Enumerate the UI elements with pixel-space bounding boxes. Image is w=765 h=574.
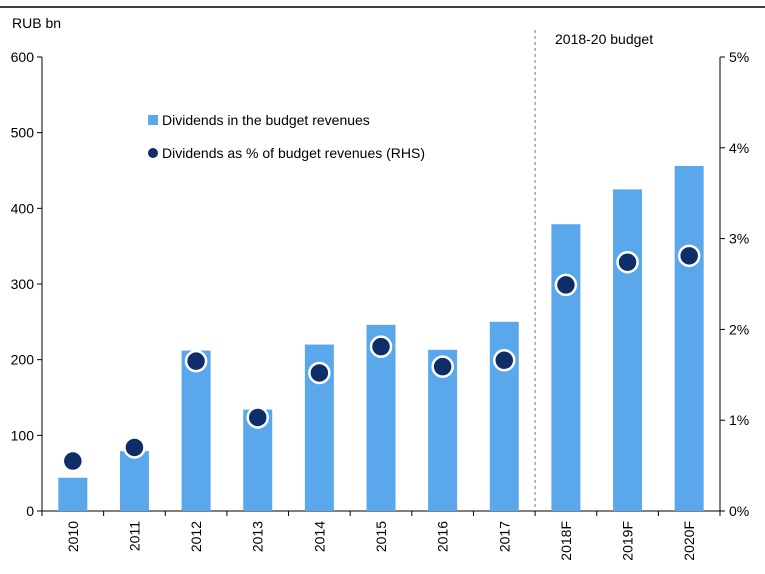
- right-tick-label: 0%: [729, 503, 749, 519]
- dot-2011: [123, 436, 146, 459]
- left-tick-label: 300: [11, 276, 35, 292]
- bar-2019F: [613, 189, 643, 511]
- left-tick-label: 400: [11, 200, 35, 216]
- dot-2017: [493, 349, 516, 372]
- left-tick-label: 600: [11, 49, 35, 65]
- dot-2014: [308, 361, 331, 385]
- dot-2019F: [616, 250, 639, 274]
- right-tick-label: 3%: [729, 231, 749, 247]
- legend-bar-label: Dividends in the budget revenues: [162, 112, 370, 128]
- right-tick-label: 1%: [729, 412, 749, 428]
- dot-2016: [431, 355, 454, 378]
- bar-2011: [119, 451, 149, 511]
- x-tick-label-2010: 2010: [65, 521, 81, 552]
- x-tick-label-2018F: 2018F: [558, 521, 574, 561]
- budget-period-label: 2018-20 budget: [555, 31, 653, 47]
- x-tick-labels: 2010 2011 2012 2013 2014 2015 2016 2017 2018F 201…: [65, 521, 697, 561]
- percent-series: [61, 244, 701, 473]
- x-tick-label-2012: 2012: [188, 521, 204, 552]
- dot-2010: [61, 449, 85, 473]
- x-tick-label-2019F: 2019F: [620, 521, 636, 561]
- dot-2020F: [677, 244, 701, 268]
- x-tick-label-2020F: 2020F: [681, 521, 697, 561]
- left-tick-label: 100: [11, 427, 35, 443]
- left-tick-label: 500: [11, 125, 35, 141]
- left-axis-unit: RUB bn: [12, 15, 61, 31]
- x-tick-label-2015: 2015: [373, 521, 389, 552]
- dot-2012: [184, 349, 208, 373]
- legend: Dividends in the budget revenues Dividen…: [148, 112, 425, 161]
- left-tick-label: 0: [26, 503, 34, 519]
- x-tick-label-2016: 2016: [435, 521, 451, 552]
- dot-2013: [246, 406, 269, 429]
- bar-2020F: [674, 165, 704, 511]
- legend-dot-swatch: [148, 148, 158, 158]
- x-tick-label-2014: 2014: [311, 521, 327, 552]
- x-tick-label-2013: 2013: [250, 521, 266, 552]
- x-tick-label-2011: 2011: [126, 521, 142, 551]
- legend-dot-label: Dividends as % of budget revenues (RHS): [162, 145, 425, 161]
- x-tick-label-2017: 2017: [496, 521, 512, 552]
- legend-bar-swatch: [148, 115, 158, 125]
- right-tick-label: 2%: [729, 321, 749, 337]
- right-tick-label: 5%: [729, 49, 749, 65]
- left-tick-label: 200: [11, 352, 35, 368]
- bar-2010: [58, 477, 88, 511]
- dot-2018F: [554, 273, 578, 297]
- bar-2012: [181, 350, 211, 511]
- right-tick-label: 4%: [729, 140, 749, 156]
- dot-2015: [369, 335, 393, 358]
- axes-group: 0 100 200 300 400 500 600 0% 1% 2% 3% 4% 5%: [11, 30, 749, 519]
- bar-2018F: [551, 224, 581, 511]
